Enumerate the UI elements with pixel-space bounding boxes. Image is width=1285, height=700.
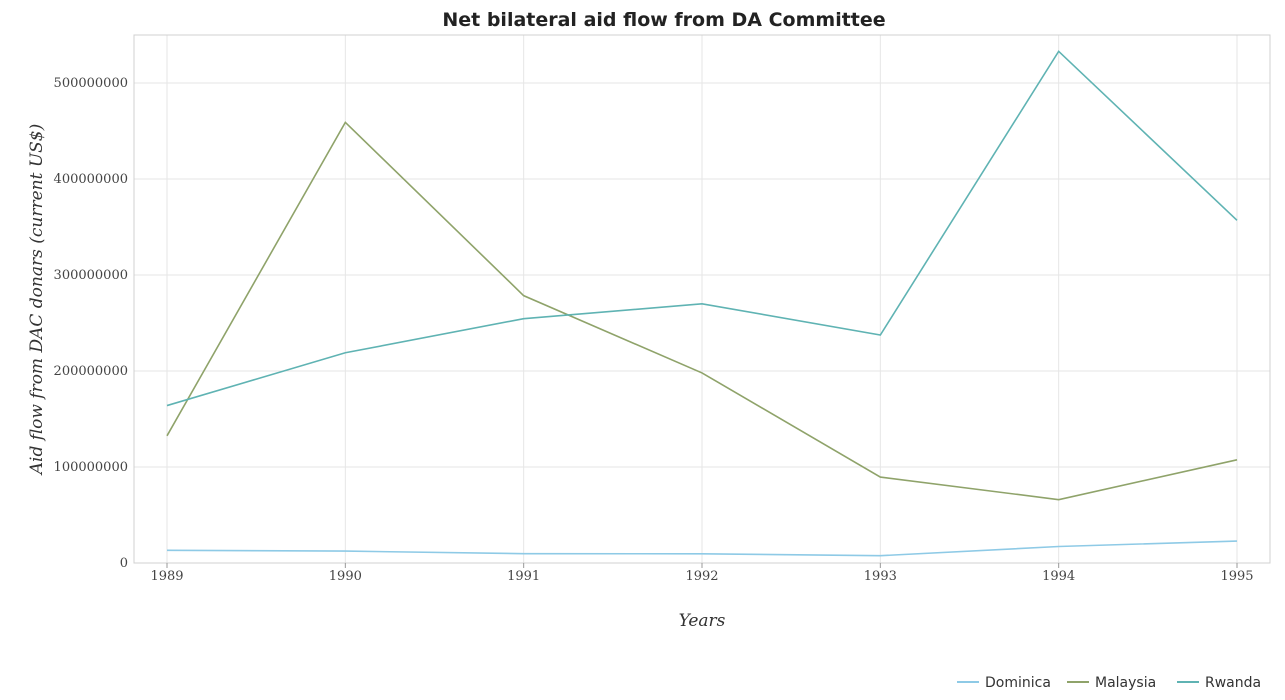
x-tick-label: 1991: [507, 569, 540, 584]
x-tick-label: 1993: [864, 569, 897, 584]
legend: Dominica Malaysia Rwanda: [957, 675, 1261, 691]
y-tick-label: 500000000: [54, 76, 128, 91]
y-axis: 0 100000000 200000000 300000000 400000000 500…: [54, 76, 128, 571]
x-tick-label: 1989: [150, 569, 183, 584]
chart-title: Net bilateral aid flow from DA Committee: [442, 9, 885, 31]
legend-label: Malaysia: [1095, 675, 1156, 691]
x-tick-label: 1990: [329, 569, 362, 584]
y-tick-label: 0: [120, 556, 128, 571]
x-tick-label: 1995: [1220, 569, 1253, 584]
legend-label: Rwanda: [1205, 675, 1261, 691]
y-tick-label: 400000000: [54, 172, 128, 187]
y-tick-label: 200000000: [54, 364, 128, 379]
y-tick-label: 100000000: [54, 460, 128, 475]
x-axis-title: Years: [679, 611, 726, 631]
x-axis: 1989 1990 1991 1992 1993 1994 1995: [150, 563, 1254, 584]
x-tick-label: 1994: [1042, 569, 1075, 584]
x-tick-label: 1992: [685, 569, 718, 584]
gridlines: [134, 35, 1270, 564]
y-axis-title: Aid flow from DAC donars (current US$): [27, 124, 47, 477]
series-lines: [166, 50, 1238, 557]
y-tick-label: 300000000: [54, 268, 128, 283]
legend-label: Dominica: [985, 675, 1051, 691]
